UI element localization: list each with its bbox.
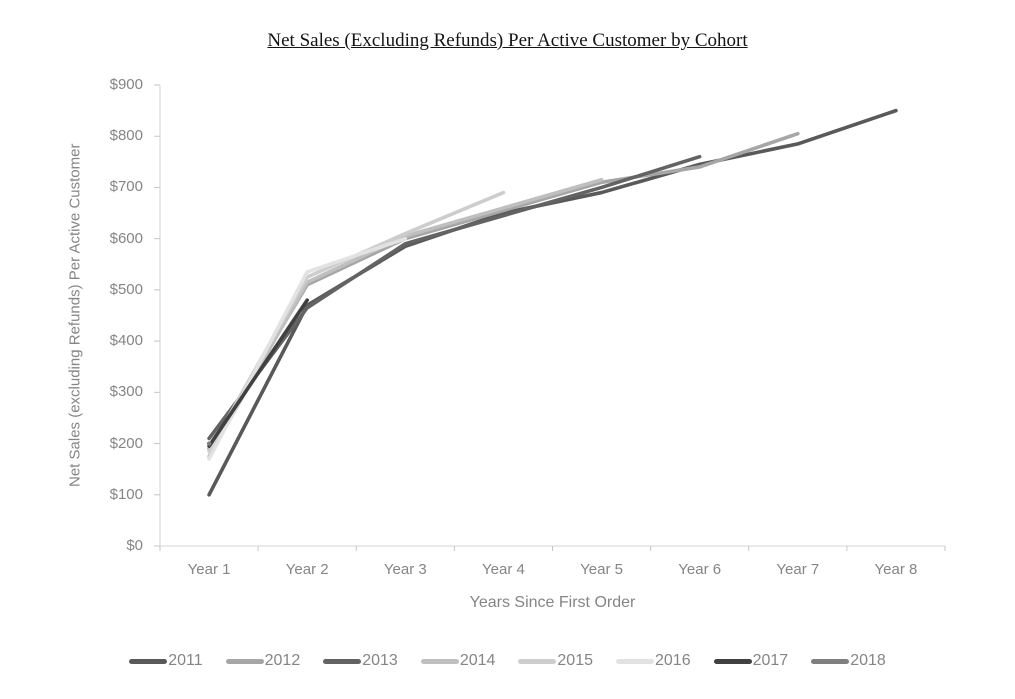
y-tick-label: $900 [109, 76, 143, 93]
legend-label: 2013 [362, 652, 398, 669]
x-axis-title: Years Since First Order [469, 594, 636, 611]
y-tick-label: $400 [109, 332, 143, 350]
series-line-2013 [207, 154, 702, 441]
legend-item-2014: 2014 [420, 652, 496, 670]
y-tick-label: $700 [109, 178, 143, 196]
legend-item-2018: 2018 [811, 652, 886, 670]
legend-label: 2018 [850, 652, 886, 669]
legend-label: 2012 [264, 652, 301, 669]
series-line-2016 [207, 236, 408, 461]
x-tick-label: Year 8 [874, 561, 918, 578]
legend-swatch-2016 [616, 658, 654, 664]
x-tick-label: Year 7 [776, 561, 820, 578]
x-tick-label: Year 6 [678, 561, 722, 578]
legend-label: 2015 [557, 652, 593, 669]
legend-item-2015: 2015 [518, 652, 593, 670]
chart-title: Net Sales (Excluding Refunds) Per Active… [267, 30, 748, 51]
legend-swatch-2018 [811, 658, 850, 664]
legend-swatch-2014 [420, 658, 459, 664]
legend-label: 2011 [168, 652, 203, 669]
legend-label: 2016 [655, 652, 691, 669]
x-tick-label: Year 2 [285, 561, 329, 578]
y-tick-label: $100 [109, 485, 143, 503]
x-tick-label: Year 5 [580, 561, 623, 578]
legend-item-2013: 2013 [323, 652, 398, 670]
x-tick-label: Year 3 [383, 561, 427, 578]
legend-item-2016: 2016 [616, 652, 691, 670]
y-tick-label: $0 [126, 537, 143, 554]
legend-swatch-2011 [129, 658, 168, 664]
legend-swatch-2017 [713, 658, 752, 664]
legend-swatch-2013 [323, 658, 362, 664]
legend-swatch-2012 [225, 658, 264, 664]
y-tick-label: $200 [109, 434, 143, 452]
legend-label: 2014 [459, 652, 496, 669]
y-tick-label: $500 [109, 280, 143, 298]
y-tick-label: $800 [109, 127, 143, 145]
y-tick-label: $600 [109, 229, 143, 247]
legend-item-2017: 2017 [713, 652, 789, 670]
series-point-2018 [206, 441, 212, 446]
legend-label: 2017 [752, 652, 789, 669]
series-line-2017 [207, 298, 309, 448]
series-line-2014 [207, 177, 604, 459]
x-tick-label: Year 1 [187, 561, 231, 578]
legend-swatch-2015 [518, 658, 557, 664]
x-tick-label: Year 4 [482, 561, 525, 578]
legend-item-2012: 2012 [225, 652, 301, 670]
chart-legend: 2011 2012 2013 2014 2015 2016 2017 2018 [0, 652, 1015, 670]
y-tick-label: $300 [109, 383, 143, 401]
legend-item-2011: 2011 [129, 652, 203, 670]
